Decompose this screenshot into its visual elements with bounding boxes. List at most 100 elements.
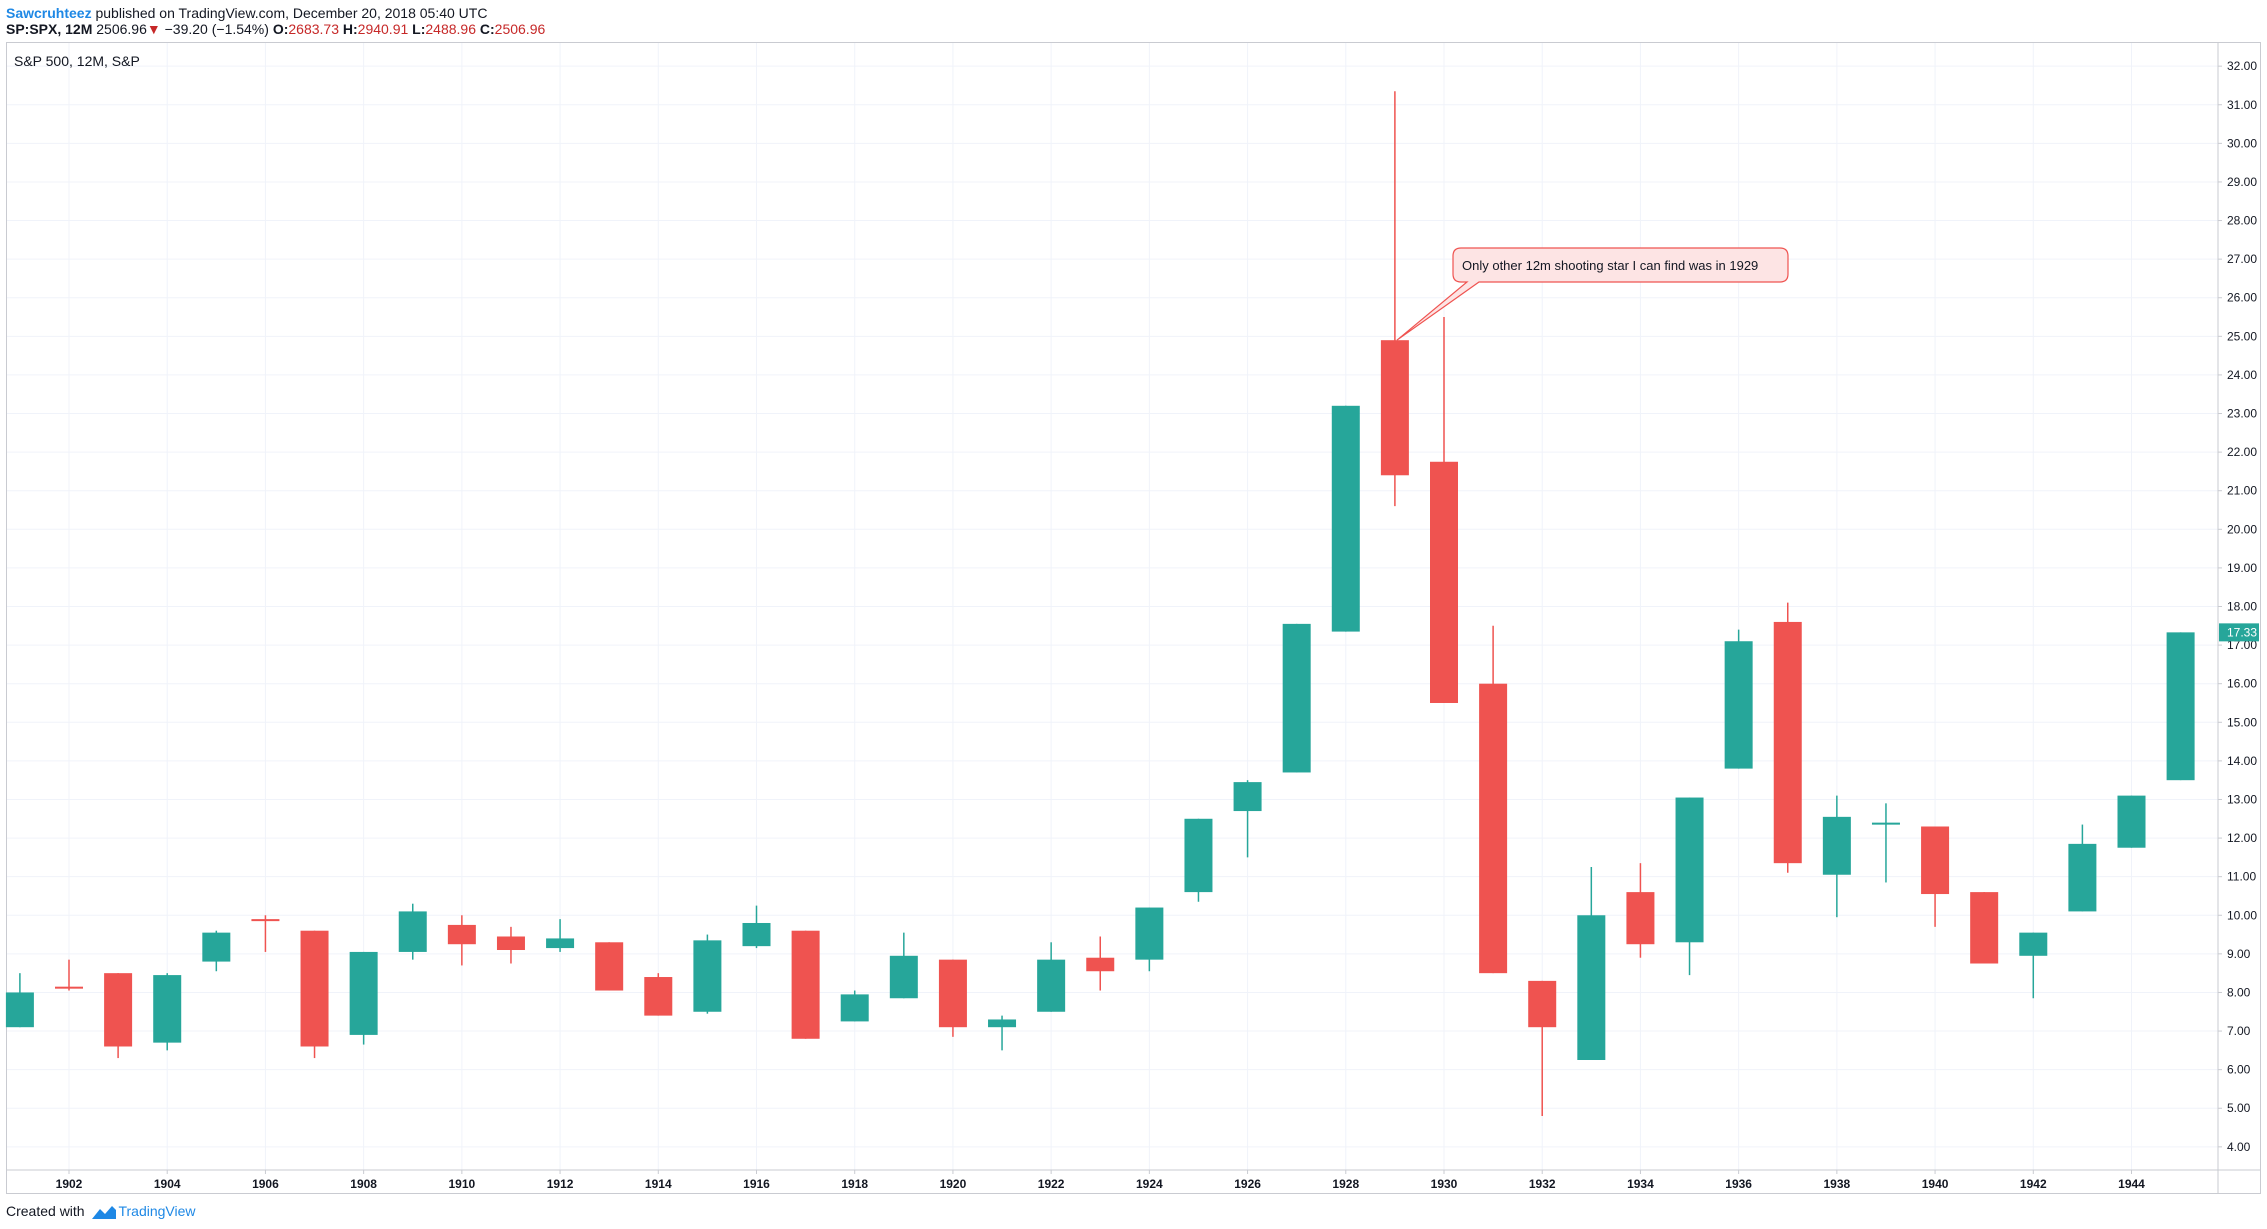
price-tick-label: 4.00: [2227, 1140, 2251, 1154]
price-tick-label: 6.00: [2227, 1063, 2251, 1077]
time-tick-label: 1916: [743, 1177, 770, 1191]
candle-body-1912[interactable]: [546, 938, 575, 949]
time-tick-label: 1904: [154, 1177, 181, 1191]
price-tick-label: 30.00: [2227, 136, 2257, 150]
price-tick-label: 8.00: [2227, 985, 2251, 999]
price-tick-label: 14.00: [2227, 754, 2257, 768]
created-with-text: Created with: [6, 1203, 85, 1219]
candle-body-1935[interactable]: [1675, 797, 1704, 943]
time-tick-label: 1938: [1824, 1177, 1851, 1191]
down-arrow-icon: ▼: [146, 21, 161, 37]
price-tick-label: 29.00: [2227, 175, 2257, 189]
candle-body-1903[interactable]: [104, 973, 133, 1047]
candle-body-1933[interactable]: [1577, 915, 1606, 1061]
candle-body-1944[interactable]: [2117, 795, 2146, 848]
candle-body-1941[interactable]: [1970, 892, 1999, 964]
time-tick-label: 1922: [1038, 1177, 1065, 1191]
candle-body-1942[interactable]: [2019, 932, 2048, 956]
last-price: 2506.96: [96, 21, 147, 37]
price-tick-label: 18.00: [2227, 600, 2257, 614]
candle-body-1901[interactable]: [5, 992, 34, 1028]
candle-body-1918[interactable]: [840, 994, 869, 1022]
open-label: O:: [272, 21, 289, 37]
open-value: 2683.73: [288, 21, 339, 37]
candle-body-1921[interactable]: [988, 1019, 1017, 1028]
price-tick-label: 10.00: [2227, 908, 2257, 922]
candle-body-1909[interactable]: [398, 911, 427, 952]
time-tick-label: 1906: [252, 1177, 279, 1191]
time-tick-label: 1902: [56, 1177, 83, 1191]
low-label: L:: [412, 21, 426, 37]
last-price-label: 17.33: [2227, 625, 2257, 639]
candle-body-1914[interactable]: [644, 977, 673, 1016]
candle-body-1911[interactable]: [496, 936, 525, 951]
candle-body-1922[interactable]: [1037, 959, 1066, 1012]
candle-body-1925[interactable]: [1184, 818, 1213, 893]
time-tick-label: 1918: [841, 1177, 868, 1191]
price-tick-label: 25.00: [2227, 329, 2257, 343]
candle-body-1927[interactable]: [1282, 623, 1311, 773]
candle-body-1904[interactable]: [153, 975, 182, 1043]
candle-body-1919[interactable]: [889, 955, 918, 999]
candle-body-1937[interactable]: [1773, 621, 1802, 864]
candle-body-1938[interactable]: [1822, 816, 1851, 875]
candle-body-1924[interactable]: [1135, 907, 1164, 960]
price-tick-label: 17.00: [2227, 638, 2257, 652]
candle-body-1916[interactable]: [742, 922, 771, 947]
time-tick-label: 1936: [1725, 1177, 1752, 1191]
price-tick-label: 12.00: [2227, 831, 2257, 845]
time-tick-label: 1910: [449, 1177, 476, 1191]
chart-frame: [6, 42, 2261, 1194]
candle-body-1905[interactable]: [202, 932, 231, 962]
candle-body-1936[interactable]: [1724, 641, 1753, 769]
time-tick-label: 1932: [1529, 1177, 1556, 1191]
candle-body-1917[interactable]: [791, 930, 820, 1039]
candle-body-1928[interactable]: [1331, 405, 1360, 632]
candle-body-1923[interactable]: [1086, 957, 1115, 972]
time-tick-label: 1934: [1627, 1177, 1654, 1191]
candle-body-1908[interactable]: [349, 951, 378, 1035]
time-tick-label: 1940: [1922, 1177, 1949, 1191]
price-tick-label: 23.00: [2227, 407, 2257, 421]
annotation-callout[interactable]: [1396, 247, 1789, 341]
candle-body-1940[interactable]: [1921, 826, 1950, 895]
price-tick-label: 28.00: [2227, 214, 2257, 228]
tradingview-logo-icon[interactable]: [92, 1205, 117, 1220]
time-tick-label: 1912: [547, 1177, 574, 1191]
candle-body-1907[interactable]: [300, 930, 329, 1047]
close-value: 2506.96: [494, 21, 546, 37]
price-tick-label: 9.00: [2227, 947, 2251, 961]
high-label: H:: [342, 21, 358, 37]
candle-body-1932[interactable]: [1528, 980, 1557, 1028]
candle-body-1926[interactable]: [1233, 782, 1262, 812]
candle-body-1939[interactable]: [1871, 822, 1900, 825]
candle-body-1910[interactable]: [447, 924, 476, 945]
low-value: 2488.96: [425, 21, 476, 37]
high-value: 2940.91: [357, 21, 409, 37]
time-tick-label: 1944: [2118, 1177, 2145, 1191]
tradingview-link[interactable]: TradingView: [118, 1203, 196, 1219]
candle-body-1913[interactable]: [595, 942, 624, 991]
chart-title: S&P 500, 12M, S&P: [14, 53, 140, 69]
price-tick-label: 13.00: [2227, 792, 2257, 806]
price-tick-label: 27.00: [2227, 252, 2257, 266]
time-tick-label: 1920: [940, 1177, 967, 1191]
time-tick-label: 1926: [1234, 1177, 1261, 1191]
candle-body-1929[interactable]: [1380, 340, 1409, 476]
candle-body-1915[interactable]: [693, 940, 722, 1012]
time-tick-label: 1924: [1136, 1177, 1163, 1191]
time-tick-label: 1928: [1332, 1177, 1359, 1191]
candle-body-1931[interactable]: [1479, 683, 1508, 974]
candle-body-1906[interactable]: [251, 919, 280, 922]
price-tick-label: 22.00: [2227, 445, 2257, 459]
candle-body-1920[interactable]: [938, 959, 967, 1028]
price-tick-label: 24.00: [2227, 368, 2257, 382]
candle-body-1945[interactable]: [2166, 632, 2195, 781]
author-link[interactable]: Sawcruhteez: [6, 5, 92, 21]
candle-body-1930[interactable]: [1430, 461, 1458, 703]
candle-body-1934[interactable]: [1626, 892, 1655, 945]
candle-body-1902[interactable]: [55, 986, 83, 989]
candle-body-1943[interactable]: [2068, 843, 2097, 912]
time-tick-label: 1942: [2020, 1177, 2047, 1191]
